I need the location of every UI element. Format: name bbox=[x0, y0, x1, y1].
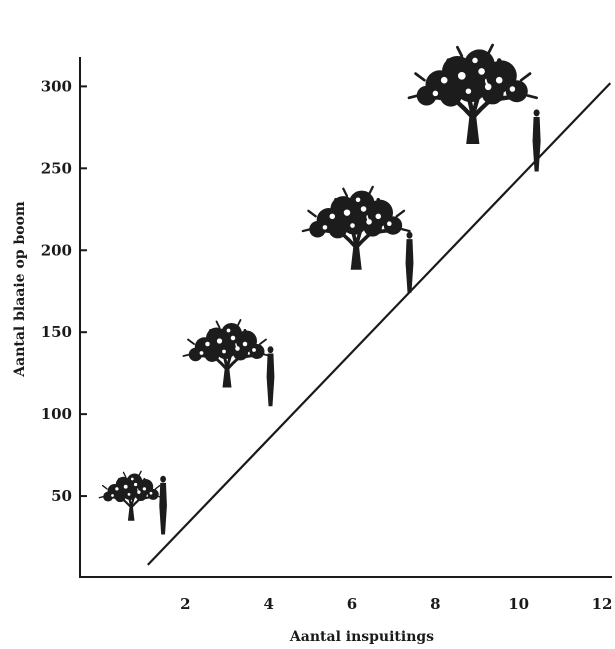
tree-icon bbox=[98, 470, 164, 521]
person-icon bbox=[266, 346, 275, 407]
tree-icon bbox=[301, 185, 411, 270]
person-icon bbox=[405, 231, 414, 293]
tree-illustration bbox=[407, 43, 541, 172]
x-axis-label: Aantal inspuitings bbox=[289, 629, 434, 645]
x-tick-label: 10 bbox=[508, 595, 529, 613]
y-tick-label: 50 bbox=[51, 487, 72, 505]
x-tick-label: 12 bbox=[592, 595, 613, 613]
y-tick-label: 200 bbox=[41, 241, 72, 259]
y-tick-label: 150 bbox=[41, 323, 72, 341]
x-tick-label: 4 bbox=[263, 595, 273, 613]
x-ticks: 2 4 6 8 10 12 bbox=[180, 595, 612, 613]
x-tick-label: 8 bbox=[430, 595, 440, 613]
series-layer bbox=[147, 82, 612, 566]
x-tick-label: 2 bbox=[180, 595, 190, 613]
tree-icon bbox=[182, 319, 272, 388]
y-ticks: 50 100 150 200 250 300 bbox=[41, 77, 87, 505]
y-axis-label: Aantal blaaie op boom bbox=[12, 201, 28, 378]
y-tick-label: 250 bbox=[41, 159, 72, 177]
tree-illustration bbox=[182, 319, 275, 407]
person-icon bbox=[159, 475, 167, 535]
tree-illustration bbox=[301, 185, 414, 293]
y-tick-label: 300 bbox=[41, 77, 72, 95]
trend-line bbox=[147, 82, 612, 566]
illustrations-layer bbox=[98, 43, 541, 535]
axes bbox=[79, 57, 612, 578]
y-tick-label: 100 bbox=[41, 405, 72, 423]
tree-icon bbox=[407, 43, 538, 144]
tree-illustration bbox=[98, 470, 167, 535]
x-tick-label: 6 bbox=[347, 595, 357, 613]
